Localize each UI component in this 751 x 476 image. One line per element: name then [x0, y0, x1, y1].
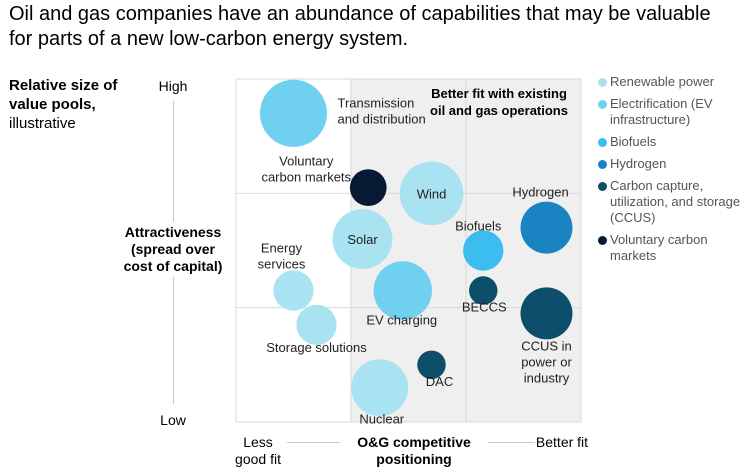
- bubble-dac: [417, 350, 446, 380]
- legend-swatch: [598, 160, 607, 169]
- data-label: EV charging: [366, 313, 437, 328]
- legend: Renewable power Electrification (EV infra…: [598, 74, 748, 270]
- x-axis-title: O&G competitive positioning: [340, 434, 488, 468]
- data-label: CCUS in power or industry: [521, 338, 572, 385]
- data-label: Solar: [347, 232, 378, 247]
- legend-item: Carbon capture, utilization, and storage…: [598, 178, 748, 226]
- legend-swatch: [598, 78, 607, 87]
- legend-swatch: [598, 236, 607, 245]
- x-axis-low-label: Less good fit: [235, 434, 281, 467]
- data-label: Storage solutions: [266, 340, 367, 355]
- bubble-beccs: [469, 276, 498, 305]
- chart-title: Oil and gas companies have an abundance …: [9, 3, 711, 50]
- legend-label: Renewable power: [610, 74, 715, 89]
- legend-swatch: [598, 182, 607, 191]
- data-label: Voluntary carbon markets: [261, 154, 351, 185]
- bubble-storage-solutions: [296, 304, 337, 345]
- data-label: BECCS: [462, 300, 507, 315]
- bubble-size-label-normal: illustrative: [9, 115, 76, 132]
- bubble-ccus-in-power-or-industry: [520, 287, 573, 340]
- legend-item: Hydrogen: [598, 156, 748, 172]
- x-axis-high-label: Better fit: [535, 434, 589, 450]
- bubble-biofuels: [463, 230, 504, 271]
- data-label: Biofuels: [455, 219, 502, 234]
- bubble-transmission-and-distribution: [259, 79, 328, 147]
- data-label: Transmission and distribution: [338, 95, 426, 126]
- data-label: Nuclear: [359, 412, 404, 427]
- legend-item: Biofuels: [598, 134, 748, 150]
- legend-label: Biofuels: [610, 134, 657, 149]
- data-label: DAC: [426, 374, 453, 389]
- legend-item: Renewable power: [598, 74, 748, 90]
- legend-label: Hydrogen: [610, 156, 667, 171]
- legend-item: Electrification (EV infrastructure): [598, 96, 748, 128]
- data-label: Energy services: [258, 241, 306, 272]
- legend-label: Voluntary carbon markets: [610, 232, 708, 263]
- legend-swatch: [598, 138, 607, 147]
- bubble-size-label: Relative size of value pools, illustrati…: [9, 76, 159, 133]
- y-axis-title: Attractiveness (spread over cost of capi…: [118, 222, 228, 277]
- y-axis-high-label: High: [158, 78, 188, 94]
- bubble-wind: [399, 161, 464, 226]
- data-label: Hydrogen: [512, 185, 568, 200]
- legend-label: Carbon capture, utilization, and storage…: [610, 178, 741, 225]
- data-label: Wind: [417, 186, 447, 201]
- bubble-nuclear: [351, 359, 409, 417]
- bubble-energy-services: [273, 270, 314, 311]
- bubble-voluntary-carbon-markets: [349, 169, 387, 206]
- bubble-ev-charging: [373, 261, 432, 320]
- legend-item: Voluntary carbon markets: [598, 232, 748, 264]
- bubble-size-label-bold: Relative size of value pools,: [9, 77, 118, 113]
- quadrant-note: Better fit with existing oil and gas ope…: [430, 86, 568, 118]
- y-axis-low-label: Low: [160, 412, 186, 428]
- legend-label: Electrification (EV infrastructure): [610, 96, 713, 127]
- bubble-solar: [332, 209, 393, 270]
- bubble-hydrogen: [520, 201, 573, 254]
- legend-swatch: [598, 100, 607, 109]
